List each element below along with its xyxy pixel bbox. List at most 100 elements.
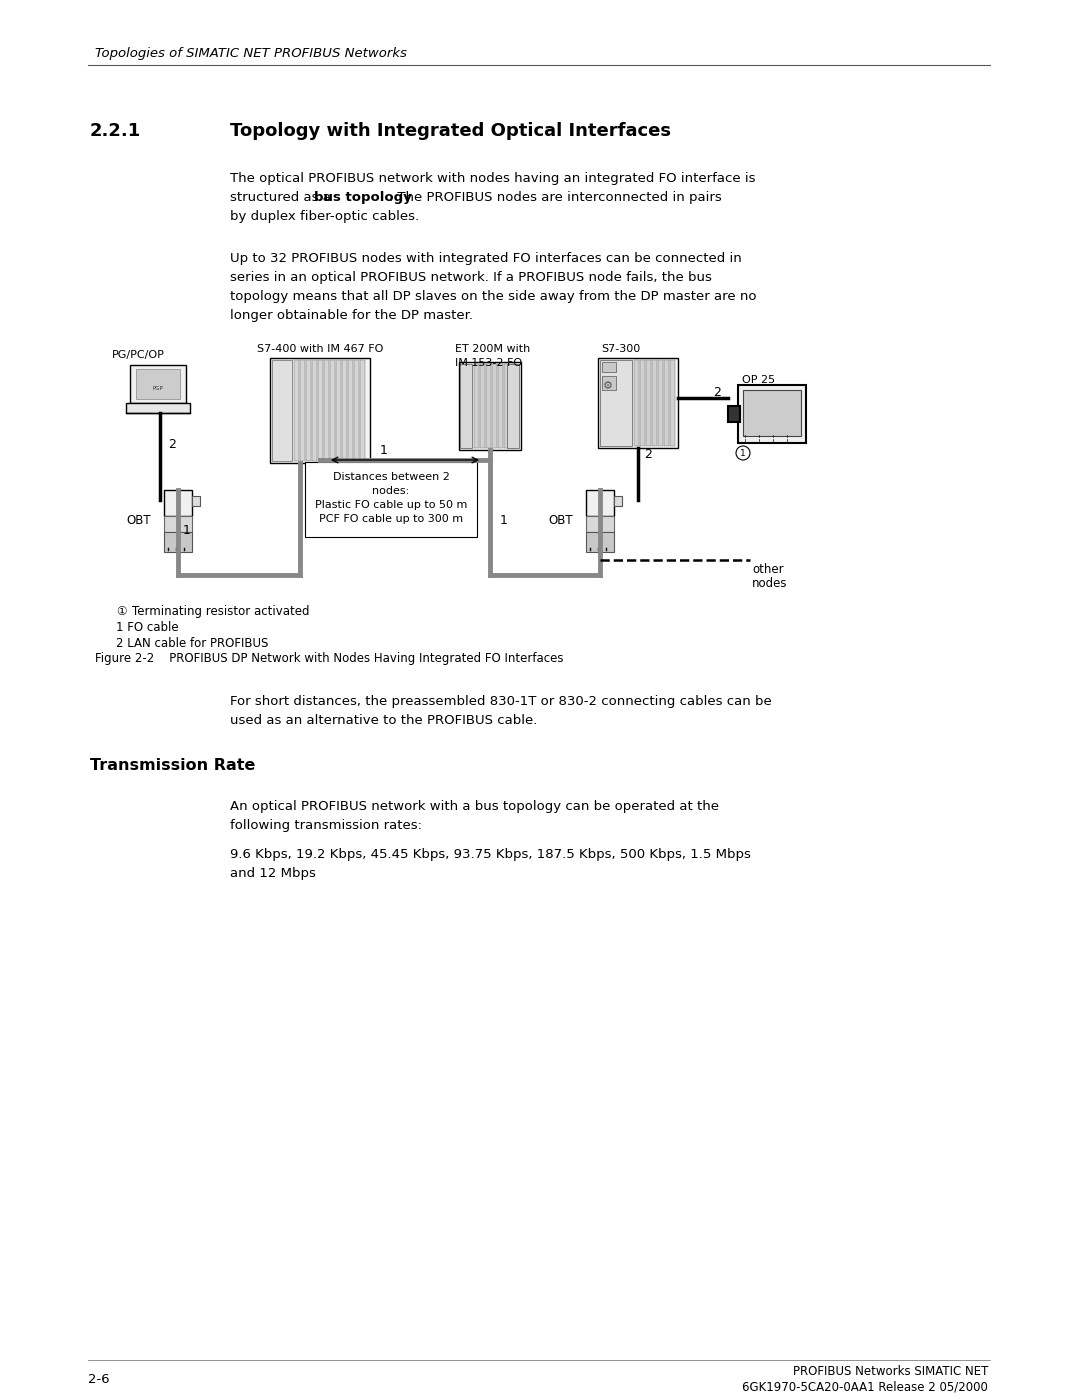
Bar bbox=[504, 365, 509, 448]
Text: S7-400 with IM 467 FO: S7-400 with IM 467 FO bbox=[257, 344, 383, 353]
Bar bbox=[300, 360, 305, 461]
Text: Topology with Integrated Optical Interfaces: Topology with Integrated Optical Interfa… bbox=[230, 122, 671, 140]
Bar bbox=[342, 360, 347, 461]
Bar bbox=[600, 360, 632, 446]
Text: nodes:: nodes: bbox=[373, 486, 409, 496]
Text: Plastic FO cable up to 50 m: Plastic FO cable up to 50 m bbox=[314, 500, 468, 510]
Text: An optical PROFIBUS network with a bus topology can be operated at the: An optical PROFIBUS network with a bus t… bbox=[230, 800, 719, 813]
Text: PG/PC/OP: PG/PC/OP bbox=[112, 351, 165, 360]
Text: OBT: OBT bbox=[126, 514, 150, 527]
Text: Distances between 2: Distances between 2 bbox=[333, 472, 449, 482]
Bar bbox=[164, 531, 192, 552]
Bar bbox=[670, 360, 675, 446]
Text: PROFIBUS Networks SIMATIC NET: PROFIBUS Networks SIMATIC NET bbox=[793, 1365, 988, 1377]
Text: . The PROFIBUS nodes are interconnected in pairs: . The PROFIBUS nodes are interconnected … bbox=[389, 191, 721, 204]
Text: 2 LAN cable for PROFIBUS: 2 LAN cable for PROFIBUS bbox=[116, 637, 268, 650]
Bar bbox=[738, 386, 806, 443]
Text: The optical PROFIBUS network with nodes having an integrated FO interface is: The optical PROFIBUS network with nodes … bbox=[230, 172, 756, 184]
Bar bbox=[474, 365, 480, 448]
Bar bbox=[486, 365, 491, 448]
Bar bbox=[586, 490, 615, 515]
Bar bbox=[586, 531, 615, 552]
Text: 9.6 Kbps, 19.2 Kbps, 45.45 Kbps, 93.75 Kbps, 187.5 Kbps, 500 Kbps, 1.5 Mbps: 9.6 Kbps, 19.2 Kbps, 45.45 Kbps, 93.75 K… bbox=[230, 848, 751, 861]
Text: IM 153-2 FO: IM 153-2 FO bbox=[455, 358, 522, 367]
Bar bbox=[136, 369, 180, 400]
Bar bbox=[348, 360, 353, 461]
Text: 2: 2 bbox=[713, 387, 720, 400]
Text: For short distances, the preassembled 830-1T or 830-2 connecting cables can be: For short distances, the preassembled 83… bbox=[230, 694, 772, 708]
Bar bbox=[354, 360, 359, 461]
Text: OBT: OBT bbox=[548, 514, 572, 527]
Text: 1: 1 bbox=[740, 448, 746, 457]
Text: series in an optical PROFIBUS network. If a PROFIBUS node fails, the bus: series in an optical PROFIBUS network. I… bbox=[230, 271, 712, 284]
Text: Up to 32 PROFIBUS nodes with integrated FO interfaces can be connected in: Up to 32 PROFIBUS nodes with integrated … bbox=[230, 251, 742, 265]
Bar bbox=[459, 362, 521, 450]
Bar bbox=[336, 360, 341, 461]
Text: ET 200M with: ET 200M with bbox=[455, 344, 530, 353]
Text: 1: 1 bbox=[183, 524, 191, 536]
Text: nodes: nodes bbox=[752, 577, 787, 590]
Bar bbox=[272, 360, 292, 461]
Text: 6GK1970-5CA20-0AA1 Release 2 05/2000: 6GK1970-5CA20-0AA1 Release 2 05/2000 bbox=[742, 1380, 988, 1393]
Bar bbox=[192, 496, 200, 506]
Text: by duplex fiber-optic cables.: by duplex fiber-optic cables. bbox=[230, 210, 419, 224]
Bar bbox=[652, 360, 657, 446]
Bar bbox=[330, 360, 335, 461]
Bar bbox=[130, 365, 186, 402]
Text: longer obtainable for the DP master.: longer obtainable for the DP master. bbox=[230, 309, 473, 321]
Text: bus topology: bus topology bbox=[314, 191, 411, 204]
Text: Figure 2-2    PROFIBUS DP Network with Nodes Having Integrated FO Interfaces: Figure 2-2 PROFIBUS DP Network with Node… bbox=[95, 652, 564, 665]
Text: used as an alternative to the PROFIBUS cable.: used as an alternative to the PROFIBUS c… bbox=[230, 714, 538, 726]
Bar bbox=[294, 360, 299, 461]
Bar bbox=[586, 515, 615, 531]
Text: Transmission Rate: Transmission Rate bbox=[90, 759, 255, 773]
Bar bbox=[598, 358, 678, 448]
Bar bbox=[646, 360, 651, 446]
Bar bbox=[602, 376, 616, 390]
Bar bbox=[728, 407, 740, 422]
Text: following transmission rates:: following transmission rates: bbox=[230, 819, 422, 833]
Text: PCF FO cable up to 300 m: PCF FO cable up to 300 m bbox=[319, 514, 463, 524]
Text: ⚙: ⚙ bbox=[603, 381, 613, 391]
Bar bbox=[634, 360, 639, 446]
Text: PGP: PGP bbox=[152, 387, 163, 391]
Bar bbox=[492, 365, 497, 448]
Bar bbox=[305, 462, 477, 536]
Bar bbox=[658, 360, 663, 446]
Bar bbox=[664, 360, 669, 446]
Text: structured as a: structured as a bbox=[230, 191, 335, 204]
Bar bbox=[126, 402, 190, 414]
Bar bbox=[324, 360, 329, 461]
Bar bbox=[270, 358, 370, 462]
Text: 2-6: 2-6 bbox=[87, 1373, 110, 1386]
Text: other: other bbox=[752, 563, 784, 576]
Text: 2.2.1: 2.2.1 bbox=[90, 122, 141, 140]
Bar bbox=[360, 360, 365, 461]
Text: 1 FO cable: 1 FO cable bbox=[116, 622, 178, 634]
Bar bbox=[306, 360, 311, 461]
Bar bbox=[602, 362, 616, 372]
Text: ①: ① bbox=[116, 605, 126, 617]
Bar bbox=[164, 490, 192, 515]
Text: Topologies of SIMATIC NET PROFIBUS Networks: Topologies of SIMATIC NET PROFIBUS Netwo… bbox=[95, 47, 407, 60]
Text: and 12 Mbps: and 12 Mbps bbox=[230, 868, 315, 880]
Bar bbox=[498, 365, 503, 448]
Bar bbox=[312, 360, 318, 461]
Text: 1: 1 bbox=[380, 444, 388, 457]
Text: 2: 2 bbox=[168, 439, 176, 451]
Bar bbox=[480, 365, 485, 448]
Bar bbox=[164, 515, 192, 531]
Bar bbox=[743, 390, 801, 436]
Bar bbox=[615, 496, 622, 506]
Text: 2: 2 bbox=[644, 448, 652, 461]
Bar bbox=[460, 365, 472, 448]
Bar bbox=[510, 365, 515, 448]
Bar bbox=[318, 360, 323, 461]
Text: S7-300: S7-300 bbox=[600, 344, 640, 353]
Text: 1: 1 bbox=[500, 514, 508, 527]
Bar bbox=[507, 365, 519, 448]
Text: topology means that all DP slaves on the side away from the DP master are no: topology means that all DP slaves on the… bbox=[230, 291, 756, 303]
Text: OP 25: OP 25 bbox=[742, 374, 775, 386]
Bar bbox=[640, 360, 645, 446]
Text: Terminating resistor activated: Terminating resistor activated bbox=[132, 605, 310, 617]
